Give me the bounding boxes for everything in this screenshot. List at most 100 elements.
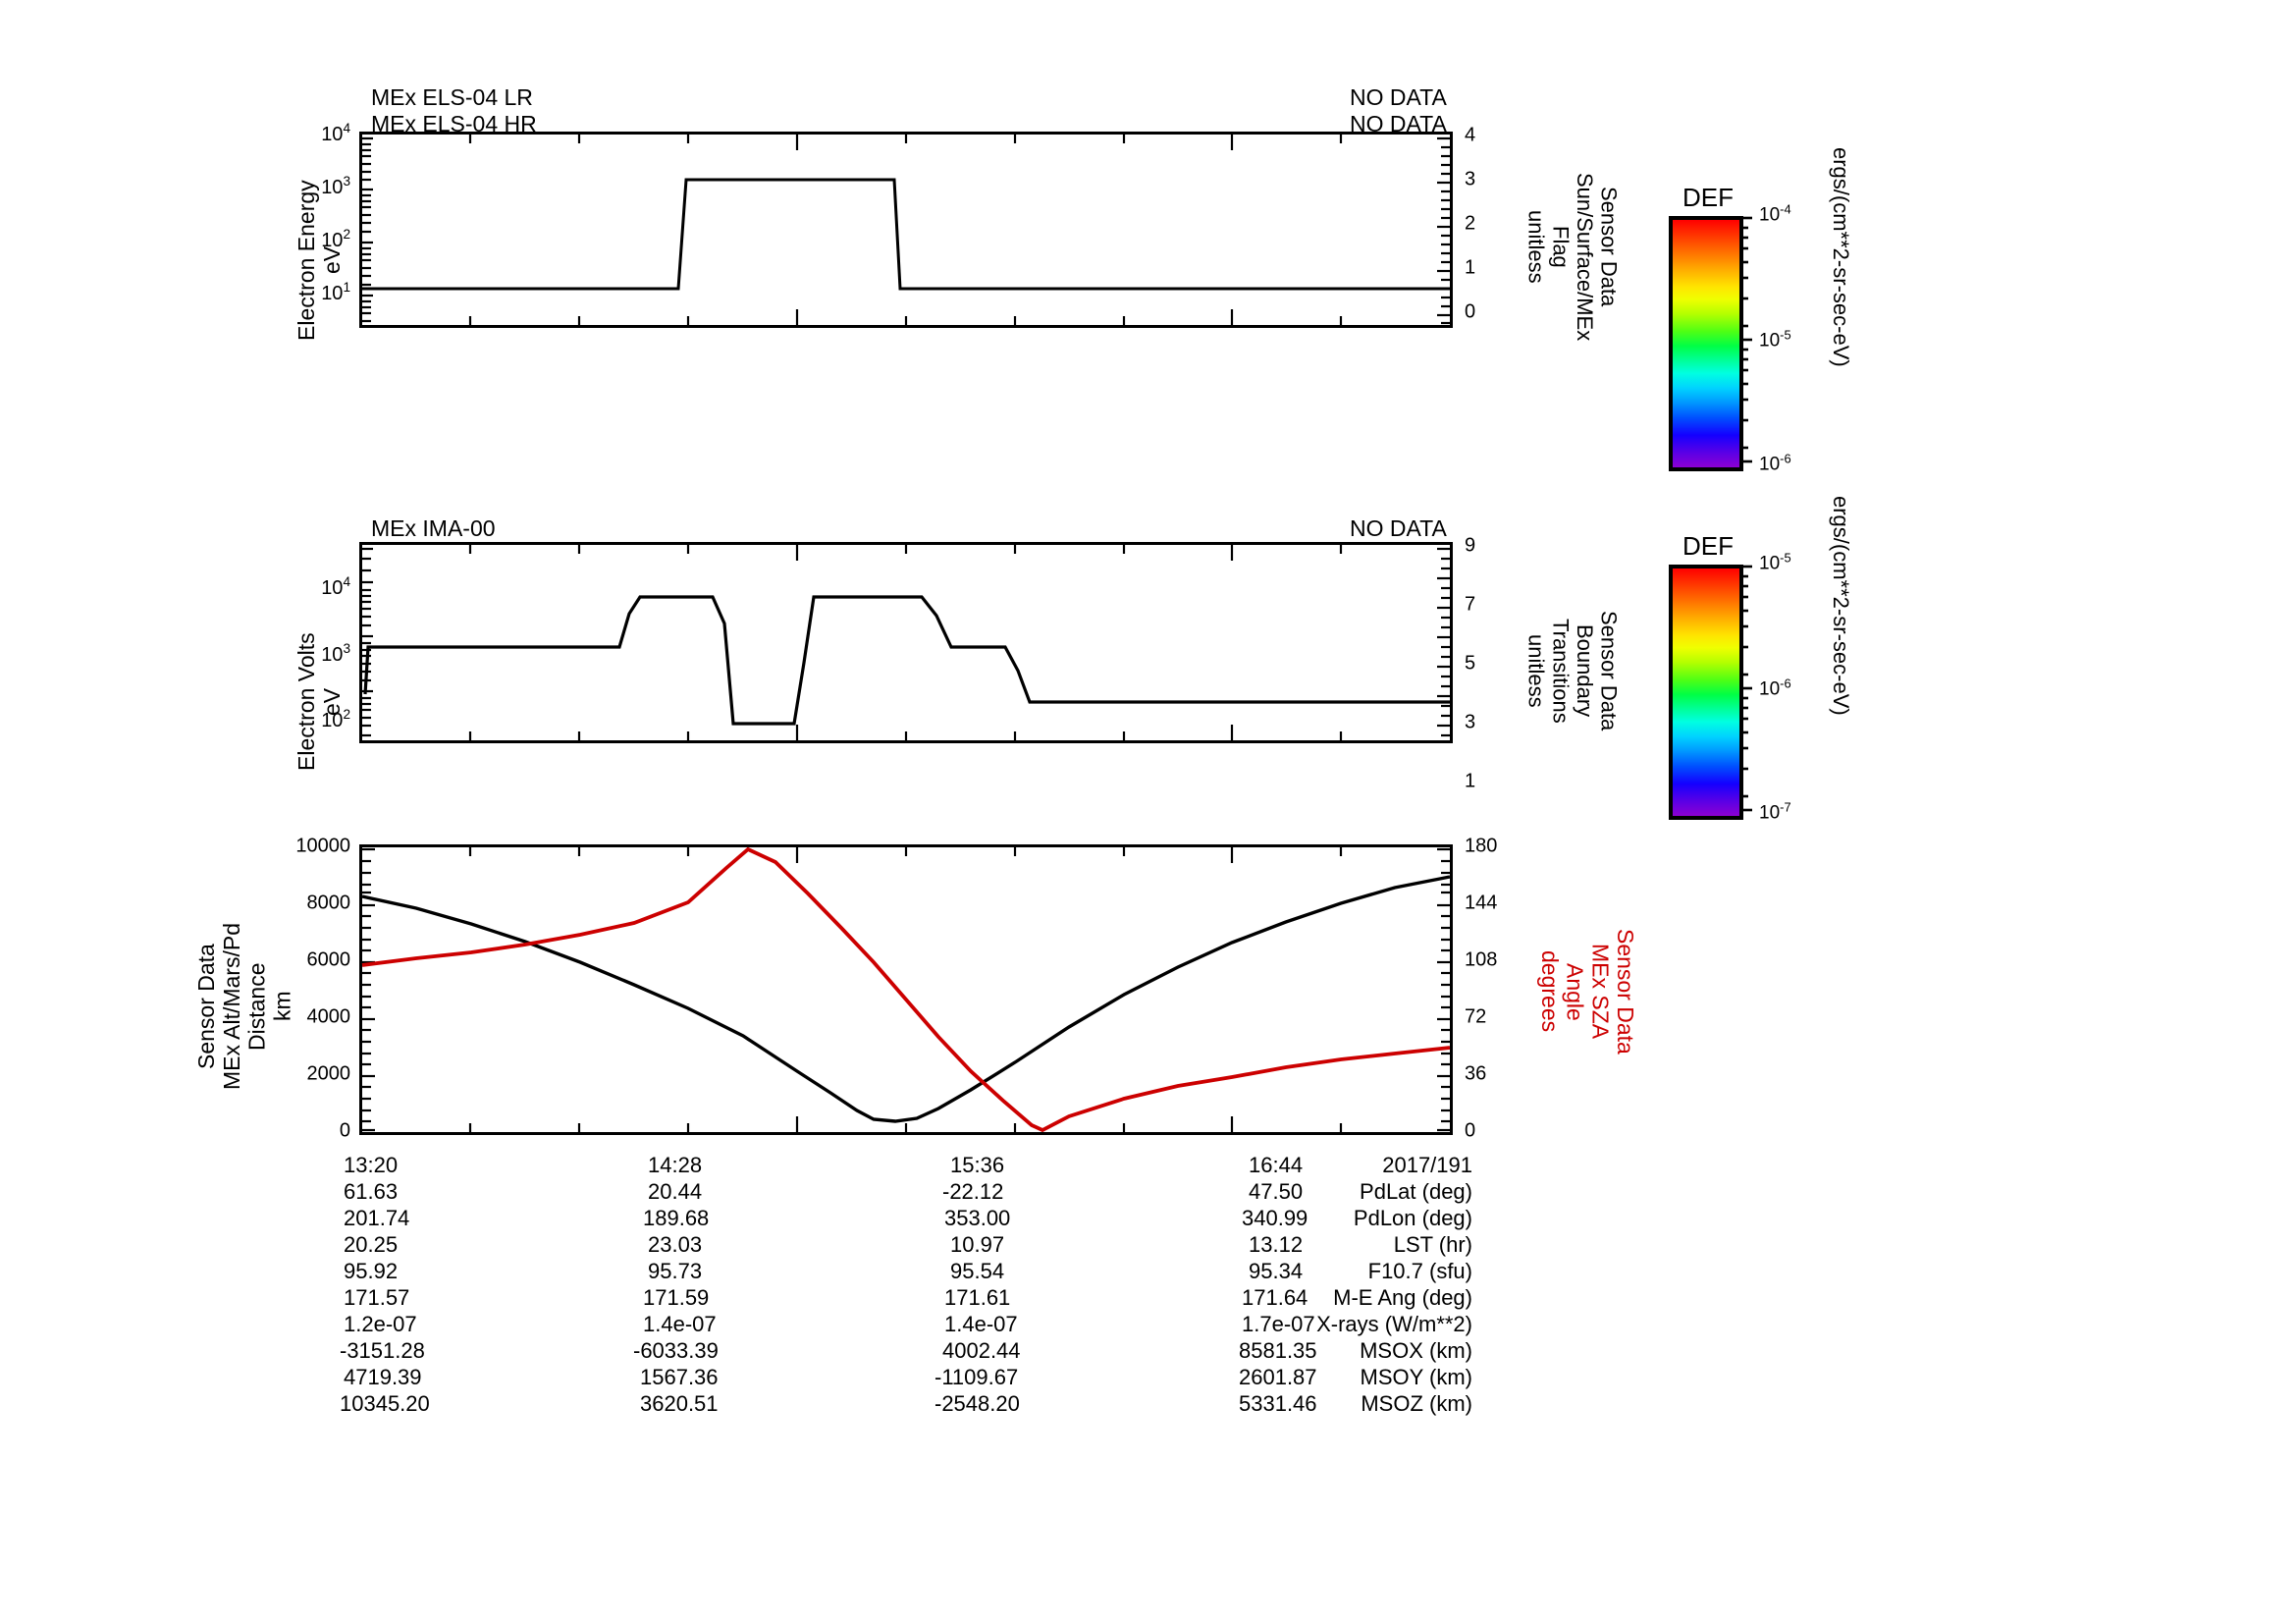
panel-alt-yticks-left: 10000 8000 6000 4000 2000 0 <box>247 0 350 1178</box>
colorbar-1-tick-mid: 10-5 <box>1759 327 1791 352</box>
table-cell: 10345.20 <box>340 1391 430 1416</box>
table-row: M-E Ang (deg) 171.57 171.59 171.61 171.6… <box>0 1285 1472 1312</box>
table-cell: 95.54 <box>950 1259 1005 1283</box>
ytick: 101 <box>321 280 350 304</box>
table-cell: -1109.67 <box>934 1365 1019 1389</box>
ytick: 9 <box>1465 534 1476 557</box>
panel-ima-ylabel-right: Sensor Data Boundary Transitions unitles… <box>1523 610 1622 731</box>
colorbar-2-tick-bot: 10-7 <box>1759 799 1791 824</box>
colorbar-1-ticks: 10-4 10-5 10-6 <box>1739 201 1861 475</box>
table-cell: -6033.39 <box>633 1338 719 1363</box>
panel-els-ylabel-right: Sensor Data Sun/Surface/MEx Flag unitles… <box>1523 173 1622 342</box>
table-cell: 3620.51 <box>640 1391 719 1416</box>
colorbar-1-title: DEF <box>1682 183 1734 212</box>
ytick: 3 <box>1465 711 1476 733</box>
ytick: 103 <box>321 641 350 666</box>
colorbar-2-ticks: 10-5 10-6 10-7 <box>1739 550 1861 824</box>
table-cell: 23.03 <box>648 1232 703 1257</box>
table-cell: 20.25 <box>344 1232 399 1257</box>
panel-ima-plot-frame <box>359 542 1453 743</box>
ytick: 104 <box>321 121 350 145</box>
panel-els-nodata-lr: NO DATA <box>1350 84 1447 110</box>
table-cell: 171.59 <box>643 1285 710 1310</box>
table-cell: 47.50 <box>1249 1179 1304 1204</box>
ytick: 0 <box>1465 1119 1476 1142</box>
panel-alt-sza-trace <box>361 846 1451 1133</box>
table-cell: 1.7e-07 <box>1242 1312 1315 1336</box>
table-row: MSOZ (km) 10345.20 3620.51 -2548.20 5331… <box>0 1391 1472 1418</box>
table-cell: -22.12 <box>942 1179 1004 1204</box>
table-row: PdLon (deg) 201.74 189.68 353.00 340.99 <box>0 1206 1472 1232</box>
table-cell: 4719.39 <box>344 1365 422 1389</box>
table-row-label: M-E Ang (deg) <box>1333 1285 1472 1310</box>
table-cell: 15:36 <box>950 1153 1005 1177</box>
colorbar-1-tick-top: 10-4 <box>1759 201 1791 226</box>
table-row-label: MSOY (km) <box>1360 1365 1472 1389</box>
table-cell: 1.4e-07 <box>643 1312 717 1336</box>
table-row-label: LST (hr) <box>1393 1232 1472 1257</box>
table-cell: 4002.44 <box>942 1338 1021 1363</box>
colorbar-2-tick-mid: 10-6 <box>1759 676 1791 700</box>
panel-ima-yticks-right: 9 7 5 3 1 <box>1465 0 1523 844</box>
table-cell: 1567.36 <box>640 1365 719 1389</box>
ytick: 10000 <box>295 835 350 857</box>
table-cell: 1.2e-07 <box>344 1312 417 1336</box>
ytick: 0 <box>1465 300 1476 323</box>
panel-els-trace-svg <box>362 135 1450 325</box>
table-cell: 340.99 <box>1242 1206 1308 1230</box>
ytick: 103 <box>321 174 350 198</box>
table-row: F10.7 (sfu) 95.92 95.73 95.54 95.34 <box>0 1259 1472 1285</box>
colorbar-1-unit: ergs/(cm**2-sr-sec-eV) <box>1829 147 1853 367</box>
table-cell: 5331.46 <box>1239 1391 1317 1416</box>
panel-els-group: MEx ELS-04 LR MEx ELS-04 HR NO DATA NO D… <box>0 0 2296 491</box>
panel-ima-group: MEx IMA-00 NO DATA Electron Volts eV 104… <box>294 0 1622 844</box>
panel-alt-group: Sensor Data MEx Alt/Mars/Pd Distance km … <box>193 0 1638 1178</box>
panel-ima-yticks-left: 104 103 102 <box>299 0 350 844</box>
colorbar-2-tick-top: 10-5 <box>1759 550 1791 574</box>
table-cell: -2548.20 <box>934 1391 1020 1416</box>
colorbar-2-title: DEF <box>1682 531 1734 561</box>
table-cell: 189.68 <box>643 1206 710 1230</box>
panel-alt-ylabel-right: Sensor Data MEx SZA Angle degrees <box>1536 929 1638 1055</box>
colorbar-2-gradient <box>1673 568 1739 816</box>
ytick: 72 <box>1465 1005 1487 1028</box>
ytick: 36 <box>1465 1062 1487 1085</box>
table-row-label: PdLon (deg) <box>1353 1206 1472 1230</box>
panel-alt-plot-frame <box>359 844 1453 1135</box>
table-row: MSOX (km) -3151.28 -6033.39 4002.44 8581… <box>0 1338 1472 1365</box>
panel-els-plot-frame <box>359 132 1453 328</box>
ytick: 7 <box>1465 593 1476 616</box>
ytick: 8000 <box>306 892 351 914</box>
panel-alt-yticks-right: 180 144 108 72 36 0 <box>1465 0 1533 1178</box>
ytick: 4 <box>1465 124 1476 146</box>
panel-els-yticks-left: 104 103 102 101 <box>299 0 350 491</box>
ytick: 1 <box>1465 770 1476 792</box>
table-cell: 171.64 <box>1242 1285 1308 1310</box>
ephemeris-table: 2017/191 13:20 14:28 15:36 16:44 PdLat (… <box>0 1153 1472 1418</box>
table-cell: 14:28 <box>648 1153 703 1177</box>
table-cell: 10.97 <box>950 1232 1005 1257</box>
colorbar-1-tick-bot: 10-6 <box>1759 451 1791 475</box>
ytick: 6000 <box>306 948 351 971</box>
table-row: 2017/191 13:20 14:28 15:36 16:44 <box>0 1153 1472 1179</box>
ytick: 3 <box>1465 168 1476 190</box>
table-row: PdLat (deg) 61.63 20.44 -22.12 47.50 <box>0 1179 1472 1206</box>
ytick: 5 <box>1465 652 1476 675</box>
table-cell: 61.63 <box>344 1179 399 1204</box>
colorbar-1-frame <box>1669 216 1743 471</box>
table-cell: 8581.35 <box>1239 1338 1317 1363</box>
table-cell: 13.12 <box>1249 1232 1304 1257</box>
table-cell: 20.44 <box>648 1179 703 1204</box>
table-row-label: PdLat (deg) <box>1360 1179 1472 1204</box>
ytick: 102 <box>321 707 350 731</box>
panel-ima-header: MEx IMA-00 <box>371 515 496 541</box>
table-cell: 95.73 <box>648 1259 703 1283</box>
panel-ima-trace-svg <box>362 545 1450 740</box>
colorbar-2-unit: ergs/(cm**2-sr-sec-eV) <box>1829 496 1853 716</box>
colorbar-1-gradient <box>1673 220 1739 467</box>
table-row: X-rays (W/m**2) 1.2e-07 1.4e-07 1.4e-07 … <box>0 1312 1472 1338</box>
table-cell: 1.4e-07 <box>944 1312 1018 1336</box>
table-row-label: F10.7 (sfu) <box>1367 1259 1472 1283</box>
ytick: 2000 <box>306 1062 351 1085</box>
table-row-label: MSOX (km) <box>1360 1338 1472 1363</box>
